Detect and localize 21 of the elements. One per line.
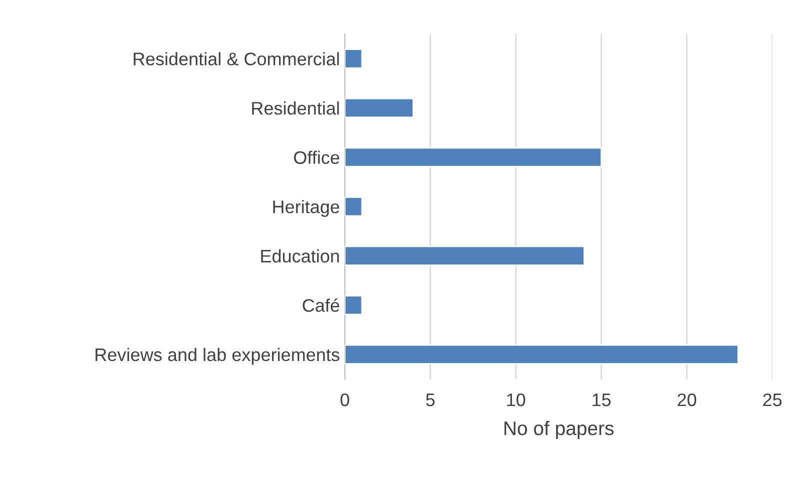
y-tick-label: Café <box>302 298 340 312</box>
bar <box>344 295 363 316</box>
x-tick-label: 15 <box>592 394 611 406</box>
bar <box>344 246 585 266</box>
bar <box>344 98 414 118</box>
y-tick-label: Education <box>261 249 339 263</box>
y-tick-label: Heritage <box>273 200 340 217</box>
bar <box>344 344 739 364</box>
y-tick-label: Office <box>294 150 340 164</box>
x-tick-label: 10 <box>507 393 526 406</box>
x-axis-title: No of papers <box>504 420 614 440</box>
y-tick-label: Residential <box>252 101 339 115</box>
x-tick-label: 25 <box>763 393 782 406</box>
bar <box>344 147 602 168</box>
y-tick-label: Reviews and lab experiements <box>96 348 340 365</box>
bar <box>344 48 363 69</box>
x-tick-label: 0 <box>340 393 350 406</box>
x-tick-label: 20 <box>678 393 696 406</box>
bar <box>344 196 363 217</box>
y-tick-label: Residential & Commercial <box>134 52 339 66</box>
x-tick-label: 5 <box>426 394 435 406</box>
